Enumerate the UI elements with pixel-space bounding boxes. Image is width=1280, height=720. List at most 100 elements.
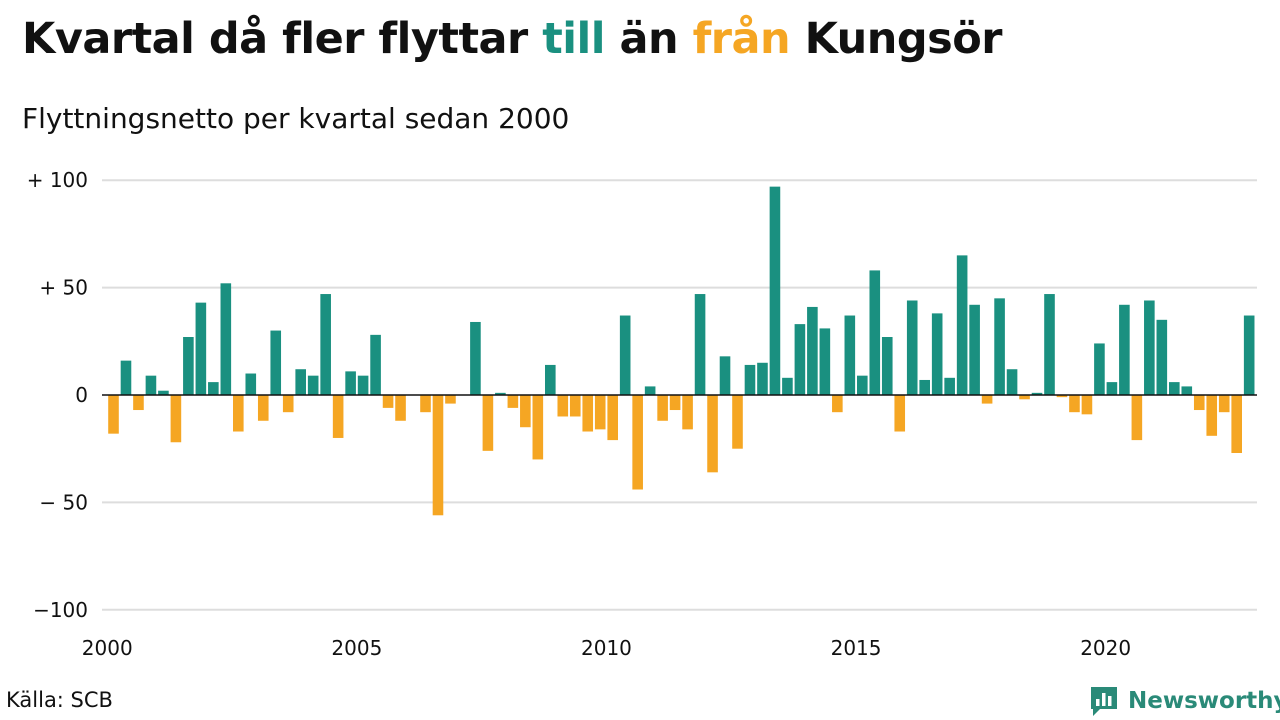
bar <box>807 306 818 395</box>
bar <box>282 395 294 413</box>
bar <box>732 395 743 449</box>
bar <box>944 377 955 395</box>
bar <box>495 392 506 395</box>
bar <box>894 395 906 432</box>
bar <box>183 337 194 395</box>
bar <box>233 395 244 432</box>
bar <box>1231 395 1242 453</box>
chart-title: Kvartal då fler flyttar till än från Kun… <box>22 14 1002 64</box>
bar <box>857 375 868 395</box>
bar <box>357 375 369 395</box>
bar <box>744 364 756 395</box>
bar <box>707 395 718 473</box>
bar <box>619 315 631 395</box>
x-tick-label: 2005 <box>331 636 382 660</box>
bar <box>1006 369 1018 395</box>
bar <box>370 334 381 395</box>
bar <box>582 395 594 432</box>
bar <box>1181 386 1193 395</box>
bar <box>432 395 444 516</box>
bar <box>482 395 494 451</box>
bar <box>881 337 893 395</box>
bar <box>520 395 531 428</box>
bar <box>270 330 282 395</box>
title-highlight-till: till <box>542 14 605 64</box>
bar <box>545 364 556 395</box>
bar <box>395 395 406 421</box>
x-tick-label: 2000 <box>82 636 133 660</box>
y-tick-label: −100 <box>33 598 88 622</box>
bar <box>1069 395 1080 413</box>
bar <box>869 270 881 395</box>
title-part-3: än <box>604 14 693 64</box>
bar <box>120 360 132 395</box>
bar <box>906 300 918 395</box>
bar <box>195 302 207 395</box>
bar <box>594 395 606 430</box>
bar <box>1119 304 1130 395</box>
bar <box>719 356 731 395</box>
bar <box>757 362 768 395</box>
y-tick-label: − 50 <box>39 490 88 514</box>
bar <box>257 395 269 421</box>
bar <box>470 321 481 395</box>
newsworthy-icon <box>1091 687 1117 716</box>
bar <box>507 395 519 408</box>
bar <box>1169 382 1180 395</box>
bar <box>844 315 856 395</box>
bar <box>345 371 356 395</box>
bar <box>1094 343 1105 395</box>
bar <box>969 304 980 395</box>
bar <box>632 395 643 490</box>
bar <box>1106 382 1118 395</box>
bar <box>420 395 431 413</box>
bar <box>956 255 968 395</box>
bar <box>607 395 618 441</box>
bar <box>919 379 930 395</box>
bar <box>145 375 157 395</box>
bar <box>657 395 668 421</box>
bar <box>832 395 843 413</box>
title-highlight-fran: från <box>692 14 791 64</box>
bar <box>170 395 182 443</box>
bar <box>994 298 1005 395</box>
bar <box>332 395 344 438</box>
y-tick-label: + 100 <box>27 168 88 192</box>
axis-layer: + 100 + 50 0 − 50 −100 2000 2005 2010 2015 2020 <box>27 168 1257 660</box>
bar <box>445 395 456 404</box>
bar <box>1193 395 1205 411</box>
bar <box>1056 395 1068 398</box>
bar <box>220 283 232 395</box>
bar <box>1156 319 1168 395</box>
y-tick-label: + 50 <box>39 276 88 300</box>
bar <box>295 369 306 395</box>
bar <box>1044 294 1055 395</box>
bar <box>557 395 569 417</box>
bar <box>1131 395 1143 441</box>
bars-layer <box>108 186 1255 516</box>
title-part-5: Kungsör <box>790 14 1003 64</box>
grid-layer <box>102 179 1257 611</box>
title-part-1: Kvartal då fler flyttar <box>22 14 543 64</box>
bar <box>1144 300 1155 395</box>
bar <box>108 395 119 434</box>
bar <box>682 395 693 430</box>
bar <box>931 313 943 395</box>
brand-logo: Newsworthy <box>1088 684 1280 718</box>
bar <box>782 377 793 395</box>
bar <box>158 390 169 395</box>
bar <box>320 294 331 395</box>
bar <box>981 395 993 404</box>
bar <box>1243 315 1255 395</box>
bar <box>1206 395 1218 436</box>
bar <box>208 382 219 395</box>
bar <box>669 395 681 411</box>
bar <box>133 395 144 411</box>
bar <box>819 328 831 395</box>
bar <box>1019 395 1030 400</box>
bar <box>644 386 656 395</box>
bar <box>1081 395 1093 415</box>
bar <box>794 324 806 395</box>
bar <box>1031 392 1043 395</box>
